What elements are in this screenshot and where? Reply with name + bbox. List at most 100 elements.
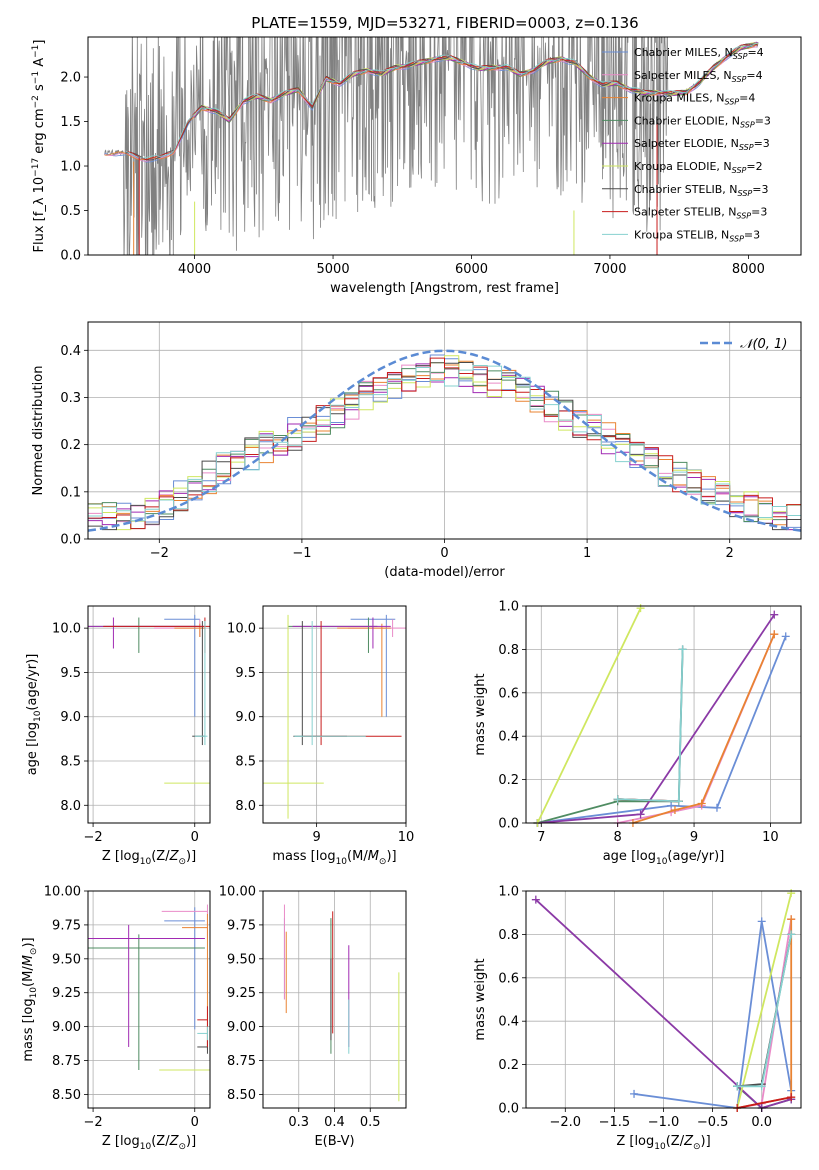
label-part: (Z/	[151, 1134, 170, 1149]
label-part: (age/yr)]	[667, 849, 724, 864]
x-tick-label: 7	[537, 830, 545, 845]
weight-marker	[781, 632, 790, 641]
x-axis-label: (data-model)/error	[384, 565, 505, 580]
y-axis-label: mass weight	[473, 673, 488, 755]
label-part: erg cm	[32, 108, 47, 157]
y-axis-label: age [log10(age/yr)]	[25, 654, 43, 776]
weight-marker	[636, 604, 645, 613]
legend-sub: SSP	[739, 143, 754, 152]
y-tick-label: 0.2	[498, 1058, 519, 1073]
label-part: Flux [f_λ 10	[32, 177, 47, 253]
axes-frame	[525, 605, 802, 824]
legend-name: Chabrier STELIB, N	[634, 183, 738, 196]
errorbar-area	[283, 904, 400, 1102]
weight-line-kroupa-elodie	[736, 892, 793, 1109]
label-part: 10	[140, 857, 152, 867]
y-tick-label: 0.4	[498, 730, 519, 745]
x-tick-label: 0	[191, 1115, 199, 1130]
x-tick-label: −2	[83, 1115, 102, 1130]
y-tick-label: 0.2	[60, 438, 81, 453]
legend-count: =2	[746, 160, 762, 173]
x-tick-label: 9	[690, 830, 698, 845]
hist-salpeter-elodie	[88, 363, 801, 531]
legend-name: Kroupa ELODIE, N	[634, 160, 732, 173]
y-tick-label: 8.75	[52, 1054, 81, 1069]
x-tick-label: 8000	[732, 262, 765, 277]
x-tick-label: 0.3	[288, 1115, 309, 1130]
y-tick-label: 0.8	[498, 643, 519, 658]
x-tick-label: 0	[191, 830, 199, 845]
legend-entry: Salpeter STELIB, NSSP=3	[634, 206, 767, 221]
weight-marker	[787, 915, 796, 924]
label-part: log	[636, 849, 656, 864]
y-tick-label: 0.4	[498, 1015, 519, 1030]
weight-marker	[670, 805, 679, 814]
label-part: log	[120, 1134, 140, 1149]
y-tick-label: 0.2	[498, 773, 519, 788]
x-axis-label: Z [log10(Z/Z⊙)]	[102, 849, 196, 867]
label-part: wavelength [Angstrom, rest frame]	[330, 281, 559, 296]
y-tick-label: 1.5	[60, 115, 81, 130]
x-tick-label: 2	[726, 546, 734, 561]
hist-chabrier-elodie	[88, 368, 801, 530]
legend-sub: SSP	[732, 75, 747, 84]
x-tick-label: 0.0	[751, 1115, 772, 1130]
model-line-salpeter-stelib	[125, 44, 758, 160]
y-tick-label: 2.0	[60, 71, 81, 86]
legend-count: =4	[746, 69, 762, 82]
legend-entry: Salpeter MILES, NSSP=4	[634, 69, 763, 84]
label-part: (Z/	[151, 849, 170, 864]
x-tick-label: 8	[614, 830, 622, 845]
y-tick-label: 0.0	[60, 533, 81, 548]
weight-line-kroupa-stelib	[617, 649, 684, 803]
label-part: s	[32, 84, 47, 95]
y-tick-label: 1.0	[498, 885, 519, 900]
weight-marker	[757, 917, 766, 926]
legend-count: =3	[744, 228, 760, 241]
label-part: (M/	[21, 966, 36, 987]
y-tick-label: 9.5	[235, 666, 256, 681]
y-tick-label: 0.6	[498, 971, 519, 986]
label-part: )]	[386, 849, 396, 864]
y-tick-label: 0.8	[498, 928, 519, 943]
spectrum-plot-area	[104, 37, 759, 255]
label-part: (age/yr)]	[25, 654, 40, 711]
label-part: 10	[140, 1142, 152, 1152]
y-tick-label: 1.0	[60, 160, 81, 175]
y-tick-label: 0.4	[60, 344, 81, 359]
y-tick-label: 8.75	[227, 1054, 256, 1069]
weight-marker	[757, 1082, 766, 1091]
weight-line-kroupa-elodie	[536, 607, 642, 824]
y-tick-label: 9.25	[227, 986, 256, 1001]
label-part: (Z/	[666, 1134, 685, 1149]
model-line-kroupa-elodie	[194, 42, 758, 120]
y-tick-label: 9.75	[52, 918, 81, 933]
legend-count: =3	[751, 206, 767, 219]
y-tick-label: 8.5	[235, 755, 256, 770]
x-tick-label: 0.5	[360, 1115, 381, 1130]
label-part: Z [	[616, 1134, 634, 1149]
x-axis-label: mass [log10(M/M⊙)]	[272, 849, 396, 867]
age-vs-Z-panel: −2 08.08.59.09.510.0Z [log10(Z/Z⊙)]age [l…	[25, 605, 211, 867]
label-part: (M/	[347, 849, 368, 864]
x-axis-label: Z [log10(Z/Z⊙)]	[616, 1134, 710, 1152]
legend-name: Kroupa STELIB, N	[634, 228, 729, 241]
y-tick-label: 9.50	[52, 952, 81, 967]
legend-entry: Chabrier MILES, NSSP=4	[634, 46, 764, 61]
label-part: mass [	[21, 1018, 36, 1061]
y-tick-label: 8.5	[60, 755, 81, 770]
legend-sub: SSP	[724, 98, 739, 107]
label-part: ⊙	[29, 948, 39, 956]
plots-layer: 4000 5000 6000 7000 80000.00.51.01.52.0wavel…	[21, 36, 802, 1152]
label-part: 10	[33, 710, 43, 722]
y-tick-label: 8.50	[52, 1088, 81, 1103]
x-tick-label: −2	[83, 830, 102, 845]
weight-marker	[630, 1089, 639, 1098]
weight-marker	[613, 795, 622, 804]
normal-curve	[88, 349, 801, 532]
label-part: Z	[169, 849, 180, 864]
legend-count: =4	[739, 92, 755, 105]
errorbar-area	[263, 614, 406, 819]
weight-line-salpeter-stelib	[737, 1096, 792, 1109]
x-axis-label: Z [log10(Z/Z⊙)]	[102, 1134, 196, 1152]
